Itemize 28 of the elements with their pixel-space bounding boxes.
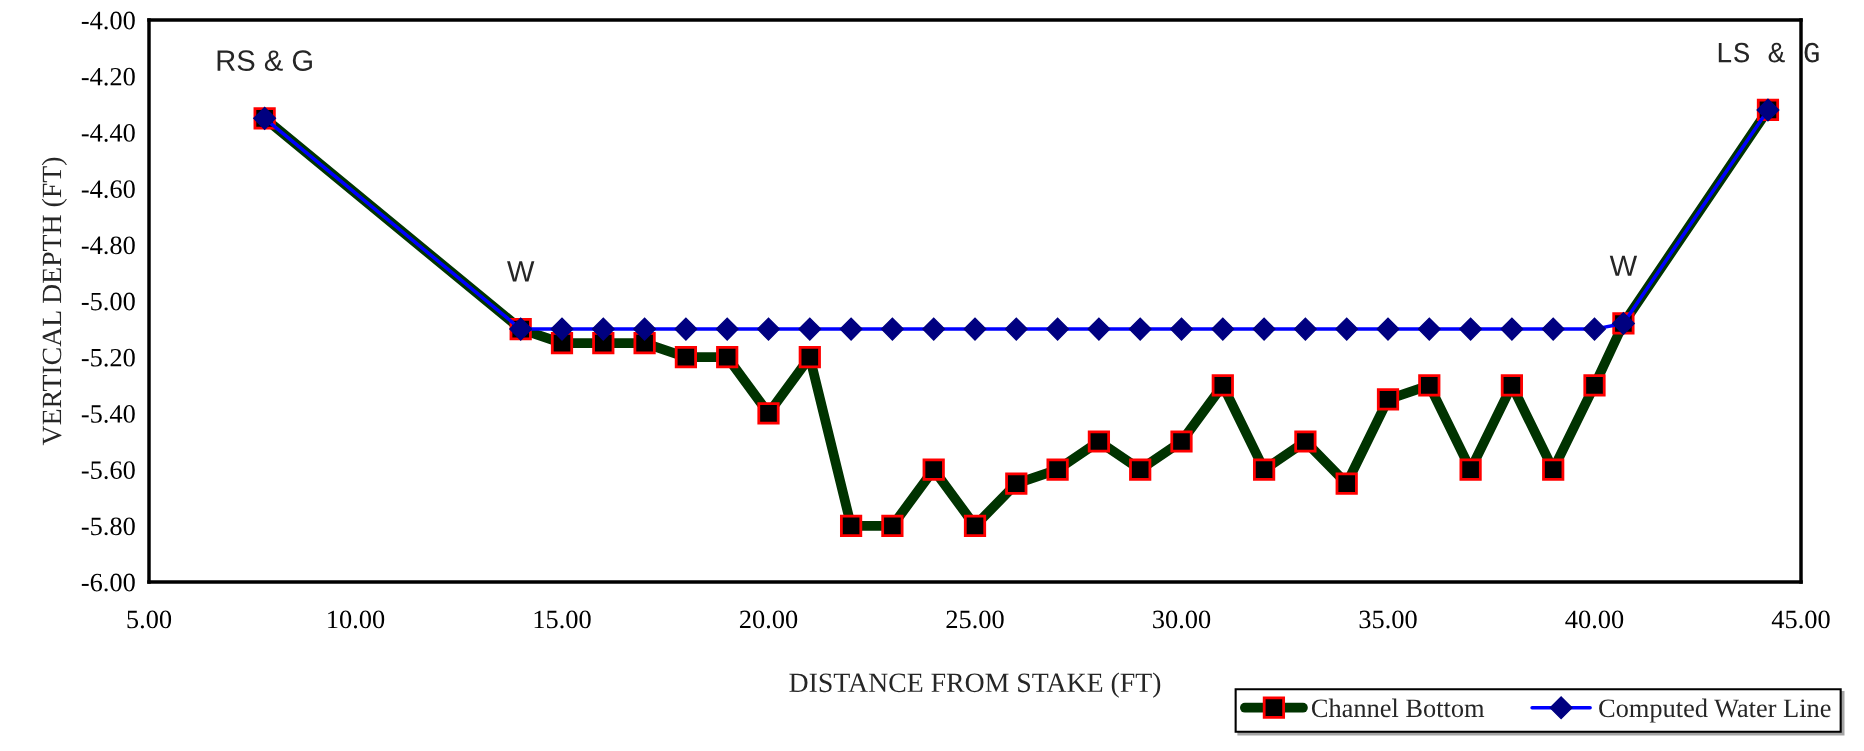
y-tick-label: -5.00	[81, 292, 135, 311]
annotation: RS & G	[217, 50, 312, 71]
y-tick-label: -4.40	[81, 124, 135, 142]
y-tick-label: -5.40	[81, 405, 135, 423]
annotation: W	[507, 261, 535, 282]
y-axis-title: VERTICAL DEPTH (FT)	[41, 157, 67, 446]
y-tick-label: -5.80	[81, 517, 135, 536]
y-tick-label: -6.00	[81, 573, 135, 592]
annotation: LS & G	[1718, 42, 1819, 63]
annotation: W	[1609, 255, 1638, 276]
x-axis-title: DISTANCE FROM STAKE (FT)	[789, 672, 1161, 698]
x-tick-label: 25.00	[946, 610, 1004, 629]
y-tick-label: -5.60	[81, 461, 135, 480]
x-tick-label: 15.00	[534, 610, 591, 629]
x-tick-label: 35.00	[1359, 610, 1417, 629]
y-tick-label: -4.80	[81, 236, 135, 255]
y-tick-label: -4.20	[81, 67, 135, 86]
y-tick-label: -5.20	[81, 348, 135, 367]
x-tick-label: 40.00	[1565, 610, 1624, 629]
y-tick-label: -4.00	[81, 11, 135, 30]
legend-label: Computed Water Line	[1599, 698, 1831, 723]
legend-label: Channel Bottom	[1311, 698, 1485, 718]
x-tick-label: 10.00	[328, 610, 385, 629]
x-tick-label: 20.00	[739, 610, 798, 629]
x-tick-label: 45.00	[1771, 610, 1830, 629]
x-tick-label: 30.00	[1153, 610, 1211, 629]
y-tick-label: -4.60	[81, 180, 135, 199]
x-tick-label: 5.00	[127, 610, 172, 629]
